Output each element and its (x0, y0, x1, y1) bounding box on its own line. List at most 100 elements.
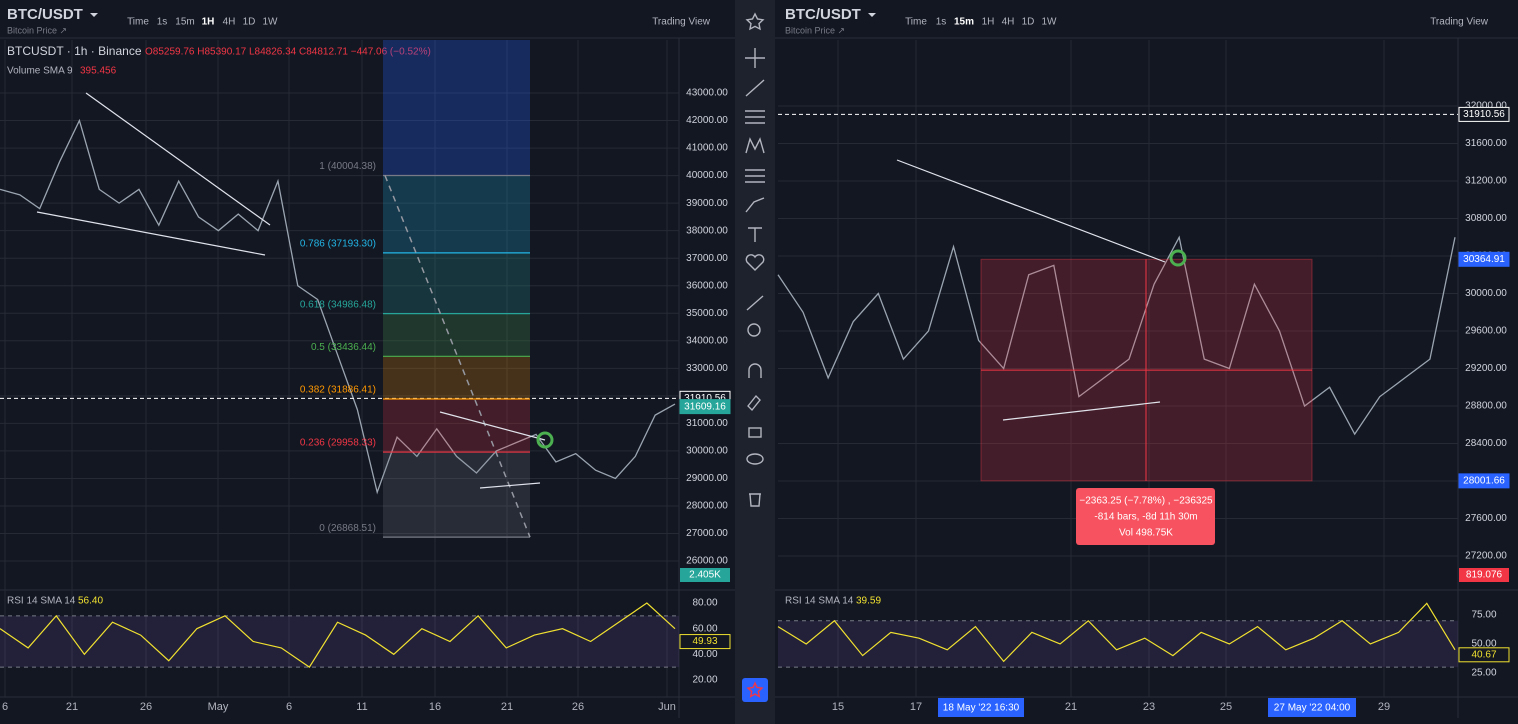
lock-tool[interactable] (748, 427, 762, 438)
cross-tool[interactable] (745, 48, 765, 68)
price-line (777, 235, 1456, 436)
price-badge-label: 28001.66 (1463, 476, 1505, 487)
timeframe[interactable]: 1s (157, 17, 168, 28)
symbol[interactable]: BTC/USDT (7, 6, 83, 23)
time-label: 21 (1065, 701, 1077, 713)
brand[interactable]: Trading View (652, 17, 711, 28)
measure-label-box (1076, 488, 1215, 545)
time-highlight (938, 698, 1024, 717)
timeframe[interactable]: 4H (1002, 17, 1015, 28)
fib-tool[interactable] (745, 110, 765, 124)
measure-label: −2363.25 (−7.78%) , −236325 (1079, 496, 1213, 507)
price-line (0, 118, 676, 495)
price-badge-label: 31910.56 (1463, 109, 1505, 120)
volume-badge-label: 819.076 (1466, 570, 1503, 581)
timeframe[interactable]: 4H (223, 17, 236, 28)
visibility-tool[interactable] (746, 453, 764, 465)
fib-label: 0.786 (37193.30) (300, 239, 376, 250)
marker (1169, 249, 1187, 267)
brand[interactable]: Trading View (1430, 17, 1489, 28)
time-highlight-label: 18 May '22 16:30 (943, 703, 1020, 714)
price-badge-label: 31609.16 (684, 401, 726, 412)
rsi-line (0, 602, 676, 668)
timeframe[interactable]: 1s (936, 17, 947, 28)
rsi-label: RSI 14 SMA 14 (7, 596, 76, 607)
fib-zone (383, 313, 530, 357)
rsi-badge (1458, 647, 1510, 663)
drawing-toolbar (735, 0, 775, 724)
trendline (439, 411, 546, 441)
fib-zone (383, 452, 530, 538)
timeframe[interactable]: 1H (202, 17, 215, 28)
timeframe[interactable]: 1W (263, 17, 279, 28)
y-tick-label: 40000.00 (686, 170, 728, 181)
timeframe[interactable]: 1W (1042, 17, 1058, 28)
volume-value: 395.456 (80, 66, 117, 77)
y-tick-label: 42000.00 (686, 115, 728, 126)
y-tick-label: 39000.00 (686, 198, 728, 209)
rsi-band (0, 615, 679, 668)
delete-tool[interactable] (749, 493, 761, 507)
y-tick-label: 27600.00 (1465, 513, 1507, 524)
projection-tool[interactable] (745, 169, 765, 183)
fib-label: 0.618 (34986.48) (300, 299, 376, 310)
lock-drawing[interactable] (747, 394, 761, 412)
rsi-badge-label: 40.67 (1471, 649, 1496, 660)
time-label: 15 (832, 701, 844, 713)
star-icon (746, 681, 764, 698)
volume-badge (1459, 568, 1509, 582)
price-badge-label: 30364.91 (1463, 254, 1505, 265)
y-tick-label: 29000.00 (686, 473, 728, 484)
timeframe[interactable]: 15m (175, 17, 194, 28)
timeframe[interactable]: Time (127, 17, 149, 28)
fib-label: 1 (40004.38) (319, 161, 376, 172)
price-badge (679, 399, 731, 415)
y-tick-label: 31200.00 (1465, 176, 1507, 187)
time-label: 21 (501, 701, 513, 713)
trendline (36, 211, 266, 256)
price-badge-label: 31910.56 (684, 393, 726, 404)
y-tick-label: 31000.00 (686, 418, 728, 429)
subtitle: Bitcoin Price ↗ (7, 25, 67, 35)
ruler-tool[interactable] (746, 295, 764, 311)
symbol[interactable]: BTC/USDT (785, 6, 861, 23)
pattern-tool[interactable] (745, 137, 765, 154)
time-label: 23 (1143, 701, 1155, 713)
y-tick-label: 26000.00 (686, 556, 728, 567)
y-tick-label: 28800.00 (1465, 401, 1507, 412)
y-tick-label: 30000.00 (1465, 288, 1507, 299)
time-label: 25 (1220, 701, 1232, 713)
y-tick-label: 38000.00 (686, 225, 728, 236)
volume-label: Volume SMA 9 (7, 66, 73, 77)
y-tick-label: 30000.00 (686, 446, 728, 457)
line-tool[interactable] (745, 79, 765, 97)
fib-label: 0.382 (31886.41) (300, 385, 376, 396)
caret (868, 13, 876, 17)
rsi-tick-label: 40.00 (692, 649, 717, 660)
y-tick-label: 29200.00 (1465, 363, 1507, 374)
timeframe[interactable]: 1D (243, 17, 256, 28)
y-tick-label: 29600.00 (1465, 326, 1507, 337)
fib-trend (384, 175, 531, 538)
y-tick-label: 31600.00 (1465, 138, 1507, 149)
timeframe[interactable]: 1H (982, 17, 995, 28)
favorite-icon[interactable] (745, 12, 765, 31)
time-label: May (208, 701, 229, 713)
time-label: 21 (66, 701, 78, 713)
brush-tool[interactable] (745, 197, 765, 213)
timeframe[interactable]: 15m (954, 17, 974, 28)
time-label: Jun (658, 701, 676, 713)
magnet-tool[interactable] (748, 363, 762, 378)
icon-tool[interactable] (745, 254, 765, 271)
favorites-button[interactable] (742, 678, 768, 702)
rsi-tick-label: 80.00 (692, 598, 717, 609)
y-tick-label: 37000.00 (686, 253, 728, 264)
timeframe[interactable]: Time (905, 17, 927, 28)
text-tool[interactable] (748, 227, 762, 242)
timeframe[interactable]: 1D (1022, 17, 1035, 28)
zoom-tool[interactable] (747, 323, 761, 337)
volume-badge (680, 568, 730, 582)
y-tick-label: 41000.00 (686, 143, 728, 154)
price-badge (1458, 251, 1510, 267)
